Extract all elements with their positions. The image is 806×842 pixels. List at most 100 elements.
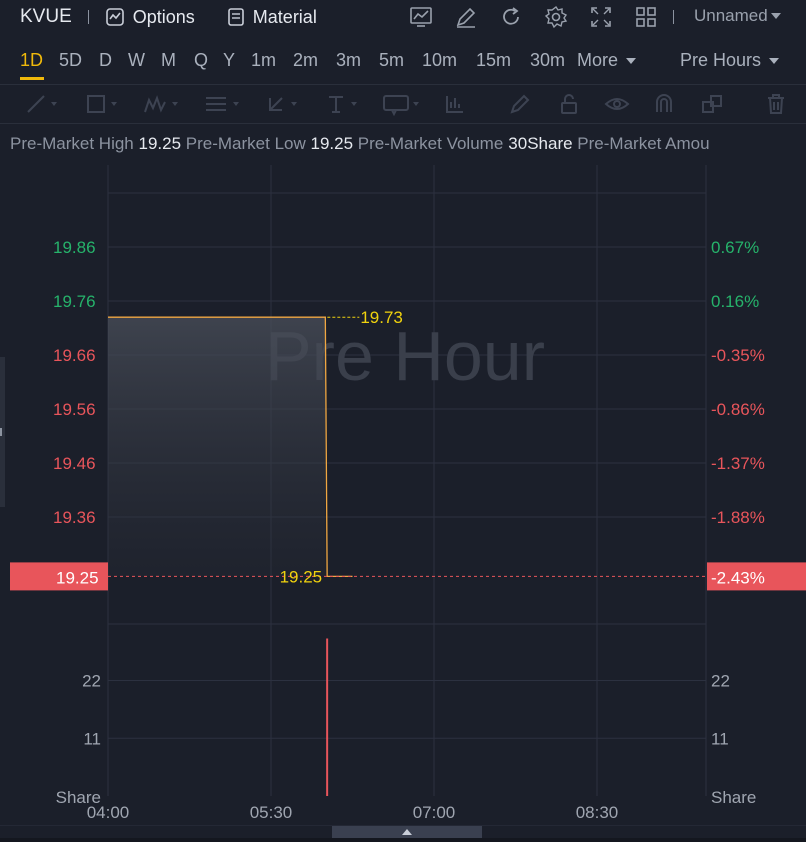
refresh-icon[interactable] <box>498 4 524 30</box>
magnet-icon[interactable] <box>652 91 676 117</box>
premarket-volume-value: 30Share <box>508 134 573 153</box>
pen-icon[interactable] <box>508 91 532 117</box>
period-q[interactable]: Q <box>194 50 209 70</box>
chevron-down-icon <box>626 57 637 64</box>
material-icon <box>227 8 244 26</box>
premarket-amount-label: Pre-Market Amou <box>577 134 710 153</box>
price-tick-label: 19.36 <box>53 508 96 527</box>
chevron-down-icon <box>769 57 780 64</box>
measure-icon[interactable] <box>443 91 467 117</box>
premarket-low-value: 19.25 <box>310 134 354 153</box>
percent-tick-label: 0.67% <box>711 238 759 257</box>
session-dropdown[interactable]: Pre Hours <box>680 50 780 71</box>
reference-price-badge <box>10 562 108 591</box>
pattern-icon[interactable] <box>143 91 178 117</box>
volume-tick-label: 22 <box>82 672 101 691</box>
fullscreen-icon[interactable] <box>588 4 614 30</box>
price-layer: 19.73 19.25 <box>108 308 706 586</box>
volume-tick-label: 11 <box>711 729 729 748</box>
period-10m[interactable]: 10m <box>422 50 458 70</box>
text-icon[interactable] <box>324 91 357 117</box>
options-label: Options <box>132 6 195 27</box>
price-line <box>108 316 353 578</box>
symbol-title[interactable]: KVUE <box>20 6 72 27</box>
options-icon <box>105 8 124 26</box>
chevron-down-icon <box>770 13 781 19</box>
fib-icon[interactable] <box>204 91 239 117</box>
time-tick-label: 08:30 <box>576 803 619 822</box>
premarket-high-value: 19.25 <box>138 134 182 153</box>
volume-unit-label: Share <box>56 788 101 807</box>
percent-tick-label: -1.88% <box>711 508 765 527</box>
more-periods-dropdown[interactable]: More <box>577 50 637 71</box>
price-area <box>108 317 326 577</box>
drawing-toolbar <box>0 84 806 124</box>
premarket-low-label: Pre-Market Low <box>185 134 306 153</box>
label-icon[interactable] <box>382 91 419 117</box>
side-panel-grip <box>0 428 2 436</box>
reference-pct-label: -2.43% <box>711 568 765 587</box>
bottom-border <box>0 838 806 842</box>
settings-icon[interactable] <box>543 4 569 30</box>
period-1d[interactable]: 1D <box>20 50 44 70</box>
price-tick-label: 19.56 <box>53 400 96 419</box>
divider <box>673 10 674 24</box>
volume-tick-label: 22 <box>711 672 730 691</box>
time-tick-label: 07:00 <box>413 803 456 822</box>
period-5d[interactable]: 5D <box>59 50 83 70</box>
period-3m[interactable]: 3m <box>336 50 362 70</box>
chart-scrollbar[interactable] <box>332 826 482 838</box>
volume-unit-label: Share <box>711 788 756 807</box>
layers-icon[interactable] <box>700 91 724 117</box>
period-5m[interactable]: 5m <box>379 50 405 70</box>
price-tick-label: 19.76 <box>53 292 96 311</box>
reference-pct-badge <box>707 562 806 591</box>
more-label: More <box>577 50 619 70</box>
active-period-indicator <box>20 77 44 80</box>
period-1m[interactable]: 1m <box>251 50 277 70</box>
price-tick-label: 19.66 <box>53 346 96 365</box>
percent-tick-label: 0.16% <box>711 292 759 311</box>
premarket-volume-label: Pre-Market Volume <box>357 134 504 153</box>
arrow-icon[interactable] <box>264 91 297 117</box>
period-d[interactable]: D <box>99 50 112 70</box>
volume-bar <box>326 638 329 796</box>
layout-name-dropdown[interactable]: Unnamed <box>694 6 781 26</box>
percent-tick-label: -0.35% <box>711 346 765 365</box>
period-30m[interactable]: 30m <box>530 50 566 70</box>
layout-grid-icon[interactable] <box>633 4 659 30</box>
top-icon-group <box>408 4 678 30</box>
price-tick-label: 19.46 <box>53 454 96 473</box>
annotation-low-label: 19.25 <box>280 567 323 586</box>
reference-price-label: 19.25 <box>56 568 99 587</box>
time-tick-label: 05:30 <box>250 803 293 822</box>
trash-icon[interactable] <box>764 91 788 117</box>
chevron-up-icon <box>402 829 412 835</box>
percent-tick-label: -0.86% <box>711 400 765 419</box>
lock-icon[interactable] <box>557 91 581 117</box>
options-button[interactable]: Options <box>105 7 195 28</box>
eye-icon[interactable] <box>604 91 630 117</box>
material-label: Material <box>252 6 317 27</box>
axes-layer: 19.86 0.67% 19.76 0.16% 19.66 -0.35% 19.56 -0.8… <box>10 238 806 822</box>
material-button[interactable]: Material <box>227 7 317 28</box>
period-15m[interactable]: 15m <box>476 50 512 70</box>
indicator-icon[interactable] <box>408 4 434 30</box>
time-tick-label: 04:00 <box>87 803 130 822</box>
session-label: Pre Hours <box>680 50 762 70</box>
period-y[interactable]: Y <box>223 50 236 70</box>
period-m[interactable]: M <box>161 50 176 70</box>
price-tick-label: 19.86 <box>53 238 96 257</box>
rectangle-icon[interactable] <box>84 91 117 117</box>
volume-tick-label: 11 <box>83 729 101 748</box>
period-w[interactable]: W <box>128 50 145 70</box>
period-2m[interactable]: 2m <box>293 50 319 70</box>
side-panel-handle[interactable] <box>0 357 5 507</box>
trend-line-icon[interactable] <box>24 91 57 117</box>
premarket-high-label: Pre-Market High <box>10 134 134 153</box>
annotation-high-label: 19.73 <box>360 308 403 327</box>
percent-tick-label: -1.37% <box>711 454 765 473</box>
draw-icon[interactable] <box>453 4 479 30</box>
period-selector: 1D 5D D W M Q Y 1m 2m 3m 5m 10m 15m 30m … <box>0 42 806 80</box>
